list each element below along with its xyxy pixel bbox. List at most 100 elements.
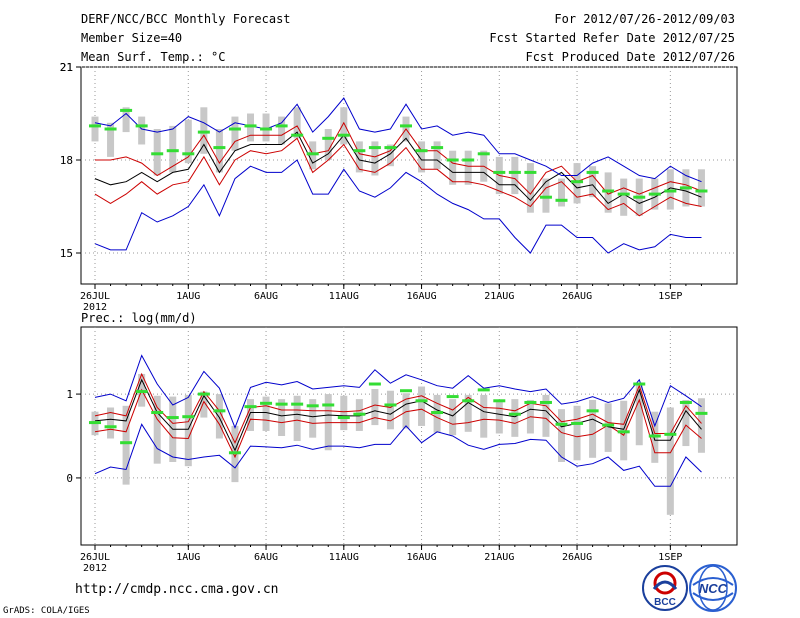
temp-observed-mark	[322, 136, 335, 140]
prec-range-box	[340, 395, 348, 431]
prec-observed-mark	[617, 430, 630, 434]
ncc-logo-text: NCC	[699, 581, 728, 596]
temp-observed-mark	[493, 170, 506, 174]
prec-observed-mark	[648, 434, 661, 438]
prec-range-box	[122, 405, 130, 485]
prec-x-tick-label: 1AUG	[176, 552, 200, 563]
prec-plot-frame	[80, 326, 738, 546]
temp-range-box	[138, 116, 146, 145]
temp-y-tick-label: 21	[60, 61, 73, 74]
prec-x-tick-label: 26AUG	[562, 552, 592, 563]
prec-range-box	[480, 394, 488, 438]
temp-range-box	[340, 107, 348, 145]
temp-range-box	[153, 129, 161, 176]
temp-range-box	[589, 166, 597, 198]
started-refer-date-label: Fcst Started Refer Date 2012/07/25	[489, 31, 735, 45]
temp-observed-mark	[104, 127, 117, 131]
prec-range-box	[604, 403, 612, 452]
temp-series-mean	[94, 131, 702, 205]
temp-range-box	[558, 178, 565, 207]
prec-range-box	[495, 399, 503, 434]
temp-observed-mark	[89, 124, 101, 128]
temp-range-box	[526, 163, 534, 213]
temp-observed-mark	[182, 152, 195, 156]
prec-x-tick-label: 16AUG	[406, 552, 436, 563]
temp-series-p-high	[95, 121, 702, 195]
temp-range-box	[293, 107, 301, 139]
prec-observed-mark	[679, 400, 692, 404]
footer-url[interactable]: http://cmdp.ncc.cma.gov.cn	[75, 582, 279, 597]
temp-observed-mark	[166, 149, 179, 153]
temp-range-box	[262, 113, 270, 142]
prec-x-tick-label: 21AUG	[484, 552, 514, 563]
temp-observed-mark	[291, 133, 304, 137]
temp-observed-mark	[260, 127, 273, 131]
prec-observed-mark	[135, 390, 148, 394]
temp-x-tick-label: 1SEP	[658, 291, 682, 302]
temp-observed-mark	[446, 158, 459, 162]
temp-range-box	[433, 141, 441, 170]
prec-range-box	[589, 399, 597, 458]
temp-range-box	[184, 119, 192, 164]
temp-observed-mark	[228, 127, 241, 131]
temp-observed-mark	[586, 170, 599, 174]
prec-range-box	[278, 399, 286, 436]
prec-observed-mark	[120, 441, 133, 445]
prec-x-tick-label: 6AUG	[254, 552, 278, 563]
prec-series-mean	[94, 378, 702, 452]
prec-observed-mark	[291, 402, 304, 406]
prec-observed-mark	[104, 425, 117, 429]
prec-observed-mark	[477, 388, 490, 392]
temp-x-tick-label: 16AUG	[406, 291, 436, 302]
prec-observed-mark	[260, 401, 273, 405]
prec-series-p-high	[94, 372, 702, 444]
temp-series-p-low	[94, 137, 702, 217]
temp-range-box	[542, 178, 550, 213]
temp-observed-mark	[337, 133, 350, 137]
temp-observed-mark	[306, 152, 319, 156]
prec-range-box	[511, 399, 519, 437]
prec-observed-mark	[337, 416, 350, 420]
prec-range-box	[666, 407, 674, 515]
prec-observed-mark	[508, 412, 521, 416]
prec-observed-mark	[306, 404, 319, 408]
prec-observed-mark	[664, 432, 677, 436]
prec-range-box	[386, 390, 394, 430]
prec-panel: 26JUL 1AUG 6AUG 11AUG 16AUG 21AUG 26AUG 1SEP 201…	[66, 311, 738, 574]
temp-range-box	[418, 141, 426, 173]
bcc-logo-text: BCC	[654, 597, 676, 608]
ncc-logo: NCC	[689, 564, 737, 612]
variable-label: Mean Surf. Temp.: °C	[81, 50, 226, 64]
temp-x-tick-label: 21AUG	[484, 291, 514, 302]
prec-range-box	[402, 393, 410, 429]
temp-observed-mark	[508, 170, 521, 174]
temp-observed-mark	[415, 149, 428, 153]
prec-series-min	[94, 423, 702, 487]
temp-observed-mark	[431, 146, 444, 150]
temp-x-sublabel: 2012	[83, 302, 107, 313]
temp-observed-mark	[633, 195, 646, 199]
temp-observed-mark	[275, 124, 288, 128]
temp-range-box	[200, 107, 208, 154]
temp-observed-mark	[679, 186, 692, 190]
prec-observed-mark	[462, 399, 475, 403]
temp-range-box	[371, 141, 379, 176]
temp-x-tick-label: 6AUG	[254, 291, 278, 302]
prec-x-sublabel: 2012	[83, 563, 107, 574]
prec-series-p-low	[94, 388, 702, 459]
temp-range-box	[666, 169, 674, 210]
grads-credit: GrADS: COLA/IGES	[3, 606, 90, 616]
temp-observed-mark	[120, 108, 133, 112]
prec-observed-mark	[275, 402, 288, 406]
temp-range-box	[449, 150, 457, 185]
prec-range-box	[200, 391, 208, 418]
prec-range-box	[293, 395, 301, 442]
prec-range-box	[464, 394, 472, 432]
temp-observed-mark	[524, 170, 537, 174]
prec-observed-mark	[431, 411, 444, 415]
prec-observed-mark	[586, 409, 599, 413]
temp-observed-mark	[648, 192, 661, 196]
member-size-label: Member Size=40	[81, 31, 183, 45]
temp-observed-mark	[555, 198, 568, 202]
temp-range-box	[697, 169, 705, 207]
